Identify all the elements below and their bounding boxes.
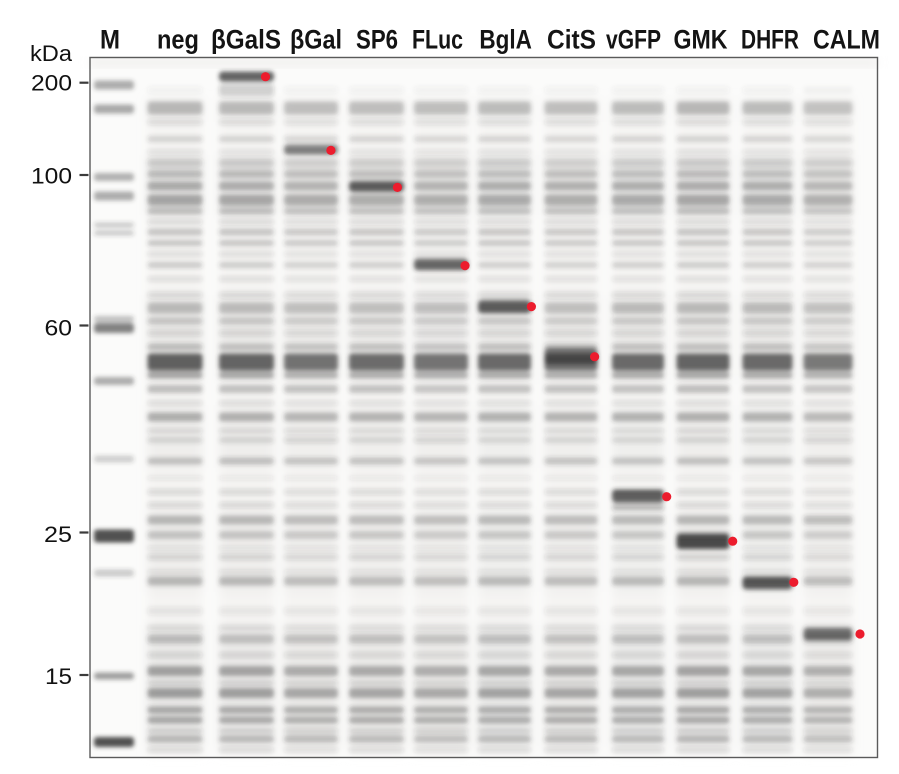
svg-text:GMK: GMK xyxy=(674,25,728,55)
svg-text:βGalS: βGalS xyxy=(211,25,281,55)
svg-text:15: 15 xyxy=(45,664,72,689)
svg-text:CitS: CitS xyxy=(547,25,596,55)
svg-text:200: 200 xyxy=(31,71,72,96)
svg-text:100: 100 xyxy=(31,164,72,189)
svg-text:SP6: SP6 xyxy=(356,25,398,55)
svg-text:25: 25 xyxy=(44,522,72,547)
svg-text:FLuc: FLuc xyxy=(412,25,463,55)
svg-text:DHFR: DHFR xyxy=(741,25,799,55)
svg-text:BglA: BglA xyxy=(479,25,532,55)
svg-text:βGal: βGal xyxy=(290,25,342,55)
svg-text:vGFP: vGFP xyxy=(606,25,661,55)
svg-text:M: M xyxy=(100,25,120,55)
svg-text:neg: neg xyxy=(157,25,199,55)
svg-text:60: 60 xyxy=(45,316,73,341)
svg-text:CALM: CALM xyxy=(813,25,880,55)
svg-text:kDa: kDa xyxy=(30,41,73,66)
